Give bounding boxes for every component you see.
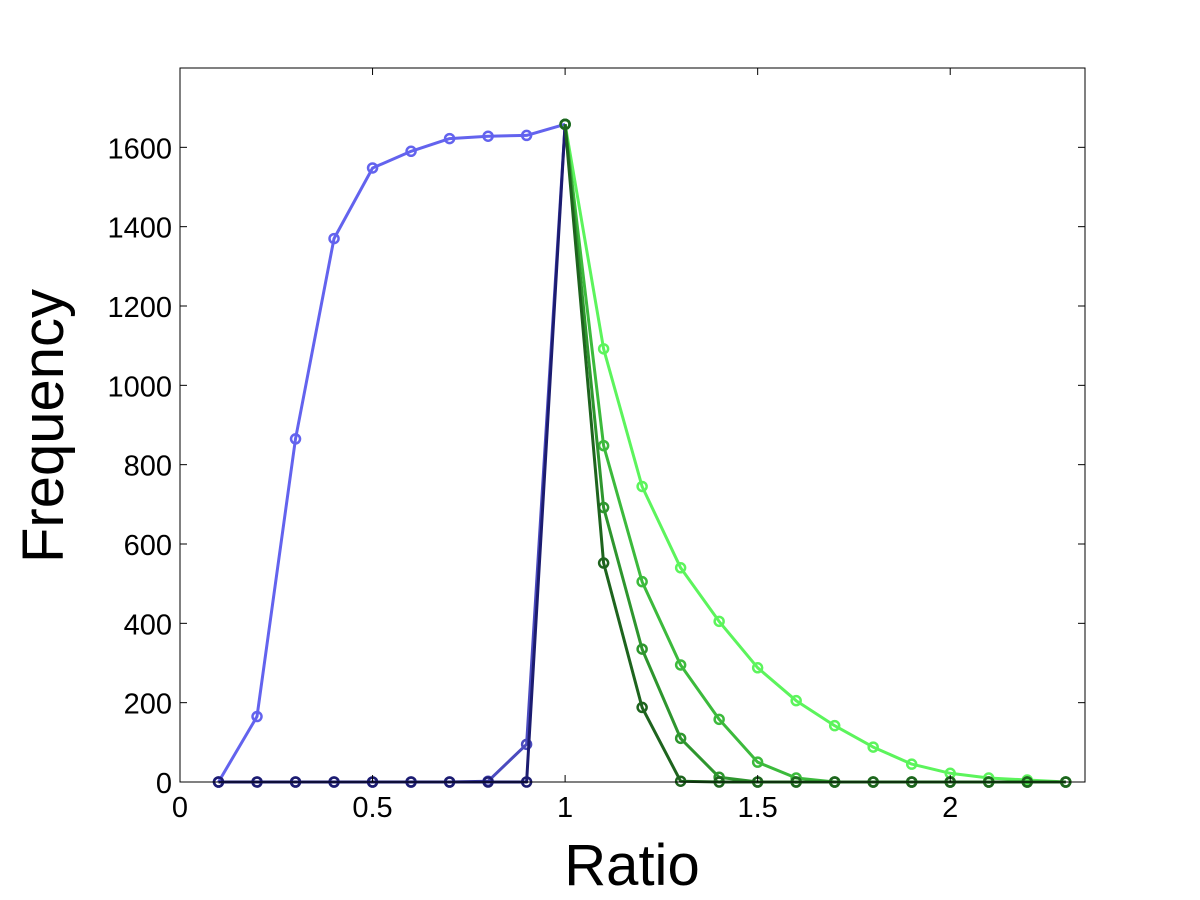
plot-frame [179, 67, 1086, 783]
series-line [217, 122, 566, 783]
y-tick-label: 1400 [107, 213, 172, 245]
data-point [482, 130, 494, 142]
series-line [563, 124, 1066, 784]
y-tick-label: 400 [124, 609, 172, 641]
data-point [251, 710, 263, 723]
series-1 [212, 118, 571, 788]
series-7 [559, 118, 1072, 788]
data-point [674, 562, 687, 574]
data-point [597, 343, 610, 355]
data-point [674, 775, 687, 787]
y-tick-label: 200 [124, 689, 172, 721]
x-tick-label: 0.5 [352, 792, 392, 824]
data-point [405, 145, 417, 158]
data-point [520, 129, 533, 142]
data-point [713, 615, 725, 628]
data-point [328, 232, 340, 245]
y-tick-label: 1600 [107, 133, 172, 165]
data-point [828, 719, 841, 732]
data-point [597, 557, 610, 569]
data-point [751, 756, 764, 768]
x-tick-label: 0 [172, 792, 188, 824]
data-point [289, 433, 302, 445]
data-point [443, 132, 456, 145]
data-point [636, 575, 648, 588]
series-line [563, 124, 1066, 784]
series-line [218, 124, 567, 784]
ticks-layer: 0 0.5 1 1.5 2 0 200 400 600 800 1000 1200 1400 1600 [107, 68, 1085, 824]
data-point [636, 643, 648, 655]
data-point [790, 694, 802, 707]
y-tick-label: 600 [124, 530, 172, 562]
y-tick-label: 1000 [107, 371, 172, 403]
x-axis-title: Ratio [564, 833, 699, 898]
series-line [218, 124, 567, 784]
data-point [867, 741, 879, 753]
data-point [559, 118, 571, 131]
x-tick-label: 1.5 [737, 792, 777, 824]
y-tick-label: 1200 [107, 292, 172, 324]
series-layer [212, 118, 1072, 788]
series-line [563, 124, 1066, 784]
y-tick-label: 800 [124, 451, 172, 483]
data-point [520, 738, 533, 751]
data-point [674, 732, 687, 745]
data-point [751, 662, 764, 674]
data-point [597, 439, 610, 452]
data-point [636, 701, 648, 714]
y-tick-label: 0 [156, 768, 172, 800]
y-axis-title: Frequency [11, 289, 76, 563]
data-point [713, 713, 725, 726]
series-line [563, 124, 1066, 784]
data-point [674, 659, 687, 671]
data-point [905, 758, 918, 770]
data-point [366, 162, 379, 174]
series-3 [212, 118, 571, 788]
x-tick-label: 2 [942, 792, 958, 824]
x-tick-label: 1 [557, 792, 573, 824]
data-point [636, 480, 648, 493]
series-2 [212, 118, 571, 788]
